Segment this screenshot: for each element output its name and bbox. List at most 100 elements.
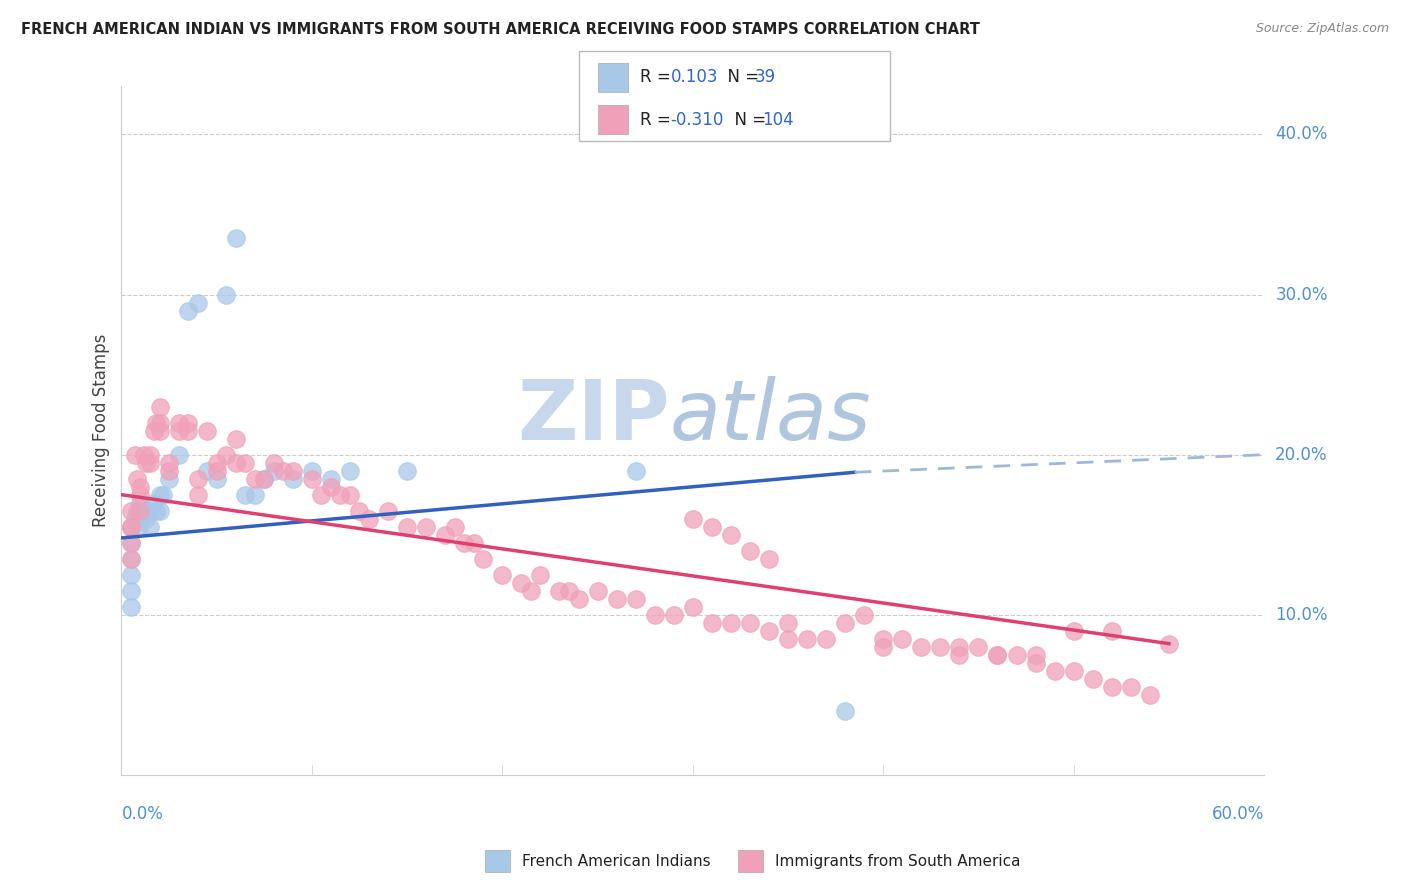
Point	[986, 648, 1008, 662]
Point	[139, 448, 162, 462]
Point	[1139, 688, 1161, 702]
Point	[157, 472, 180, 486]
Point	[120, 583, 142, 598]
Point	[463, 535, 485, 549]
Point	[225, 456, 247, 470]
Point	[738, 543, 761, 558]
Point	[128, 519, 150, 533]
Point	[120, 599, 142, 614]
Point	[929, 640, 952, 654]
Text: R =: R =	[640, 111, 676, 128]
Point	[948, 640, 970, 654]
Text: 39: 39	[755, 69, 776, 87]
Point	[145, 416, 167, 430]
Point	[986, 648, 1008, 662]
Text: FRENCH AMERICAN INDIAN VS IMMIGRANTS FROM SOUTH AMERICA RECEIVING FOOD STAMPS CO: FRENCH AMERICAN INDIAN VS IMMIGRANTS FRO…	[21, 22, 980, 37]
Point	[891, 632, 914, 646]
Point	[129, 480, 152, 494]
Point	[339, 488, 361, 502]
Point	[758, 624, 780, 638]
Point	[396, 519, 419, 533]
Point	[967, 640, 990, 654]
Point	[187, 472, 209, 486]
Point	[776, 632, 799, 646]
Point	[624, 591, 647, 606]
Point	[124, 512, 146, 526]
Point	[948, 648, 970, 662]
Point	[205, 472, 228, 486]
Point	[157, 464, 180, 478]
Point	[243, 472, 266, 486]
Text: 10.0%: 10.0%	[1275, 606, 1327, 624]
Point	[853, 607, 876, 622]
Point	[796, 632, 818, 646]
Point	[253, 472, 276, 486]
Point	[273, 464, 295, 478]
Text: N =: N =	[724, 111, 772, 128]
Point	[529, 567, 551, 582]
Point	[120, 519, 142, 533]
Point	[472, 551, 495, 566]
Point	[301, 472, 323, 486]
Point	[142, 496, 165, 510]
Point	[120, 504, 142, 518]
Point	[1005, 648, 1028, 662]
Point	[357, 512, 380, 526]
Point	[910, 640, 932, 654]
Point	[349, 504, 371, 518]
Point	[157, 456, 180, 470]
Point	[177, 424, 200, 438]
Point	[263, 456, 285, 470]
Text: 104: 104	[762, 111, 793, 128]
Point	[125, 472, 148, 486]
Point	[120, 519, 142, 533]
Point	[145, 504, 167, 518]
Point	[700, 519, 723, 533]
Point	[319, 480, 342, 494]
Point	[134, 448, 156, 462]
Point	[135, 512, 157, 526]
Point	[815, 632, 838, 646]
Point	[319, 472, 342, 486]
Point	[510, 575, 533, 590]
Text: -0.310: -0.310	[671, 111, 724, 128]
Point	[187, 488, 209, 502]
Point	[148, 424, 170, 438]
Point	[139, 519, 162, 533]
Point	[281, 464, 304, 478]
Point	[225, 432, 247, 446]
Point	[187, 295, 209, 310]
Point	[120, 567, 142, 582]
Point	[129, 496, 152, 510]
Point	[148, 504, 170, 518]
Point	[1101, 680, 1123, 694]
Point	[167, 448, 190, 462]
Point	[700, 615, 723, 630]
Point	[606, 591, 628, 606]
Point	[872, 632, 894, 646]
Text: 30.0%: 30.0%	[1275, 285, 1327, 303]
Point	[567, 591, 589, 606]
Text: 40.0%: 40.0%	[1275, 126, 1327, 144]
Point	[624, 464, 647, 478]
Point	[1157, 637, 1180, 651]
Point	[872, 640, 894, 654]
Point	[834, 704, 856, 718]
Point	[1025, 648, 1047, 662]
Text: 0.103: 0.103	[671, 69, 718, 87]
Point	[558, 583, 581, 598]
Point	[177, 303, 200, 318]
Point	[225, 231, 247, 245]
Text: N =: N =	[717, 69, 765, 87]
Point	[233, 456, 256, 470]
Point	[129, 512, 152, 526]
Text: atlas: atlas	[669, 376, 872, 458]
Text: Immigrants from South America: Immigrants from South America	[775, 854, 1021, 869]
Point	[195, 424, 218, 438]
Point	[134, 504, 156, 518]
Point	[396, 464, 419, 478]
Point	[720, 615, 742, 630]
Point	[1025, 656, 1047, 670]
Point	[195, 464, 218, 478]
Point	[1043, 664, 1066, 678]
